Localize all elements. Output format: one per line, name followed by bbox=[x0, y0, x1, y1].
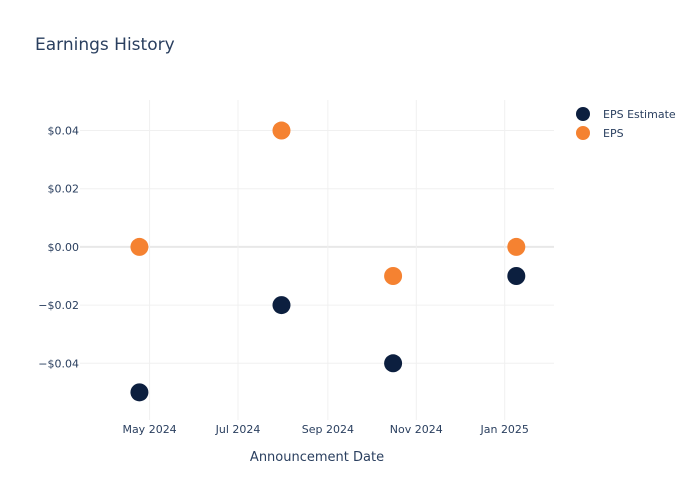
y-tick-label: $0.00 bbox=[48, 241, 80, 254]
eps-point[interactable] bbox=[272, 121, 291, 140]
x-tick-label: Sep 2024 bbox=[302, 423, 354, 436]
eps-estimate-point[interactable] bbox=[507, 267, 526, 285]
eps-point[interactable] bbox=[507, 237, 526, 256]
x-axis-title: Announcement Date bbox=[250, 450, 384, 465]
x-axis-ticks: May 2024 Jul 2024 Sep 2024 Nov 2024 Jan 2025 bbox=[122, 423, 528, 436]
grid-lines bbox=[80, 100, 554, 420]
eps-estimate-point[interactable] bbox=[130, 383, 149, 402]
y-tick-label: −$0.02 bbox=[38, 299, 79, 312]
x-tick-label: Jul 2024 bbox=[215, 423, 261, 436]
legend[interactable]: EPS Estimate EPS bbox=[576, 107, 676, 140]
x-tick-label: Nov 2024 bbox=[390, 423, 443, 436]
y-tick-label: $0.02 bbox=[48, 183, 80, 196]
eps-point[interactable] bbox=[384, 267, 403, 285]
legend-label-eps-estimate[interactable]: EPS Estimate bbox=[603, 108, 676, 121]
legend-marker-eps[interactable] bbox=[576, 126, 590, 140]
eps-estimate-point[interactable] bbox=[272, 296, 291, 315]
data-points bbox=[130, 121, 526, 402]
legend-marker-eps-estimate[interactable] bbox=[576, 107, 590, 121]
y-tick-label: $0.04 bbox=[48, 125, 80, 138]
chart-title: Earnings History bbox=[35, 35, 175, 55]
legend-label-eps[interactable]: EPS bbox=[603, 127, 624, 140]
x-tick-label: May 2024 bbox=[122, 423, 176, 436]
eps-estimate-point[interactable] bbox=[384, 354, 403, 373]
y-tick-label: −$0.04 bbox=[38, 357, 79, 370]
eps-point[interactable] bbox=[130, 237, 149, 256]
x-tick-label: Jan 2025 bbox=[479, 423, 528, 436]
y-axis-ticks: $0.04 $0.02 $0.00 −$0.02 −$0.04 bbox=[38, 125, 79, 371]
